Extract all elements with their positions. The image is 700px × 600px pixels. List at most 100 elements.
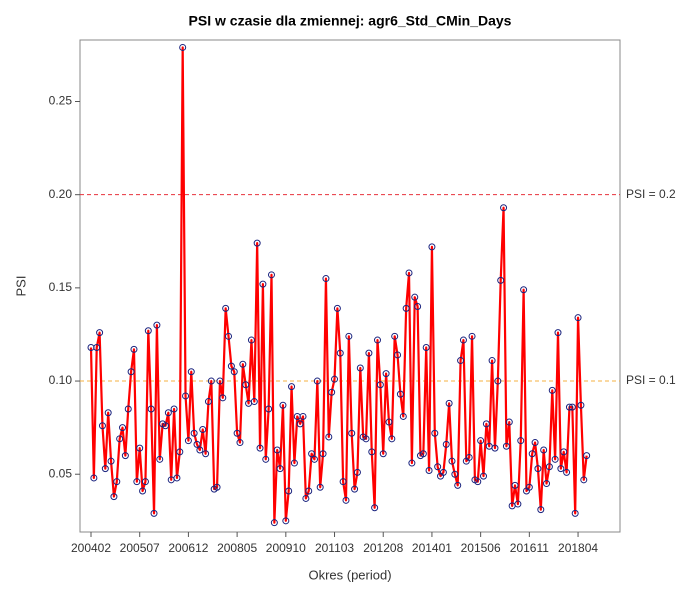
- data-point: [256, 444, 264, 452]
- data-point: [434, 463, 442, 471]
- data-point: [396, 390, 404, 398]
- data-point: [468, 332, 476, 340]
- data-point: [179, 43, 187, 51]
- data-point: [422, 344, 430, 351]
- data-point: [127, 368, 135, 376]
- data-point: [290, 459, 298, 467]
- data-point: [543, 480, 551, 488]
- data-point: [285, 487, 293, 495]
- data-point: [537, 506, 545, 514]
- data-point: [531, 439, 539, 447]
- data-point: [388, 435, 396, 443]
- x-tick-label: 201103: [315, 541, 354, 555]
- data-point: [465, 453, 473, 461]
- data-point: [90, 474, 98, 482]
- data-point: [247, 336, 255, 344]
- data-point: [494, 377, 502, 385]
- x-tick-label: 201611: [510, 541, 549, 555]
- data-point: [308, 450, 316, 458]
- x-axis-label: Okres (period): [308, 567, 391, 582]
- data-point: [391, 332, 399, 340]
- data-point: [371, 504, 379, 512]
- data-point: [110, 493, 118, 501]
- data-point: [147, 405, 155, 413]
- data-point: [520, 286, 528, 294]
- data-point: [104, 409, 112, 417]
- data-point: [356, 364, 364, 372]
- x-tick-label: 201208: [363, 541, 403, 555]
- data-point: [299, 412, 307, 420]
- data-point: [267, 271, 275, 279]
- data-point: [101, 465, 109, 473]
- data-point: [488, 357, 496, 365]
- data-point: [310, 455, 318, 463]
- data-point: [577, 401, 585, 409]
- data-point: [216, 377, 224, 385]
- data-point: [500, 204, 508, 212]
- data-point: [571, 509, 579, 517]
- data-point: [225, 332, 233, 340]
- data-point: [98, 422, 106, 430]
- data-point: [336, 349, 344, 357]
- data-point: [273, 446, 281, 454]
- data-point: [517, 437, 525, 445]
- data-point: [113, 478, 121, 486]
- reference-label: PSI = 0.1: [626, 373, 676, 387]
- data-point: [119, 424, 127, 432]
- data-point: [454, 481, 462, 489]
- data-point: [477, 437, 485, 445]
- data-point: [139, 487, 147, 495]
- y-axis-label: PSI: [13, 276, 28, 297]
- data-point: [554, 329, 562, 337]
- data-point: [568, 403, 576, 411]
- data-point: [136, 444, 144, 452]
- data-point: [259, 280, 267, 288]
- x-tick-label: 200402: [71, 541, 111, 555]
- x-tick-label: 201804: [558, 541, 598, 555]
- data-point: [222, 304, 230, 312]
- data-point: [270, 519, 278, 527]
- data-point: [265, 405, 273, 413]
- data-point: [187, 368, 195, 376]
- data-point: [236, 439, 244, 447]
- data-point: [276, 465, 284, 473]
- data-point: [262, 455, 270, 463]
- x-tick-label: 201506: [461, 541, 501, 555]
- data-point: [319, 450, 327, 458]
- data-point: [213, 483, 221, 491]
- data-point: [173, 474, 181, 482]
- data-point: [164, 409, 172, 417]
- data-point: [362, 435, 370, 443]
- data-point: [505, 418, 513, 426]
- data-point: [170, 405, 178, 413]
- data-point: [196, 446, 204, 454]
- data-point: [202, 450, 210, 458]
- data-point: [93, 344, 101, 351]
- data-point: [394, 351, 402, 359]
- data-point: [331, 375, 339, 383]
- x-tick-label: 200910: [266, 541, 306, 555]
- data-point: [414, 303, 422, 310]
- data-point: [348, 429, 356, 437]
- data-point: [514, 500, 522, 508]
- reference-label: PSI = 0.2: [626, 187, 676, 201]
- data-point: [419, 450, 427, 458]
- data-point: [184, 437, 192, 445]
- y-tick-label: 0.25: [49, 94, 73, 108]
- data-point: [540, 446, 548, 454]
- data-point: [439, 468, 447, 476]
- data-point: [156, 455, 164, 463]
- data-point: [385, 418, 393, 426]
- data-point: [150, 509, 158, 517]
- plot-frame: [79, 39, 621, 533]
- data-point: [124, 405, 132, 413]
- data-point: [325, 433, 333, 441]
- data-point: [239, 360, 247, 368]
- data-point: [405, 269, 413, 277]
- data-point: [528, 450, 536, 458]
- data-point: [296, 420, 304, 428]
- data-point: [411, 293, 419, 301]
- data-point: [233, 429, 241, 437]
- data-point: [457, 357, 465, 365]
